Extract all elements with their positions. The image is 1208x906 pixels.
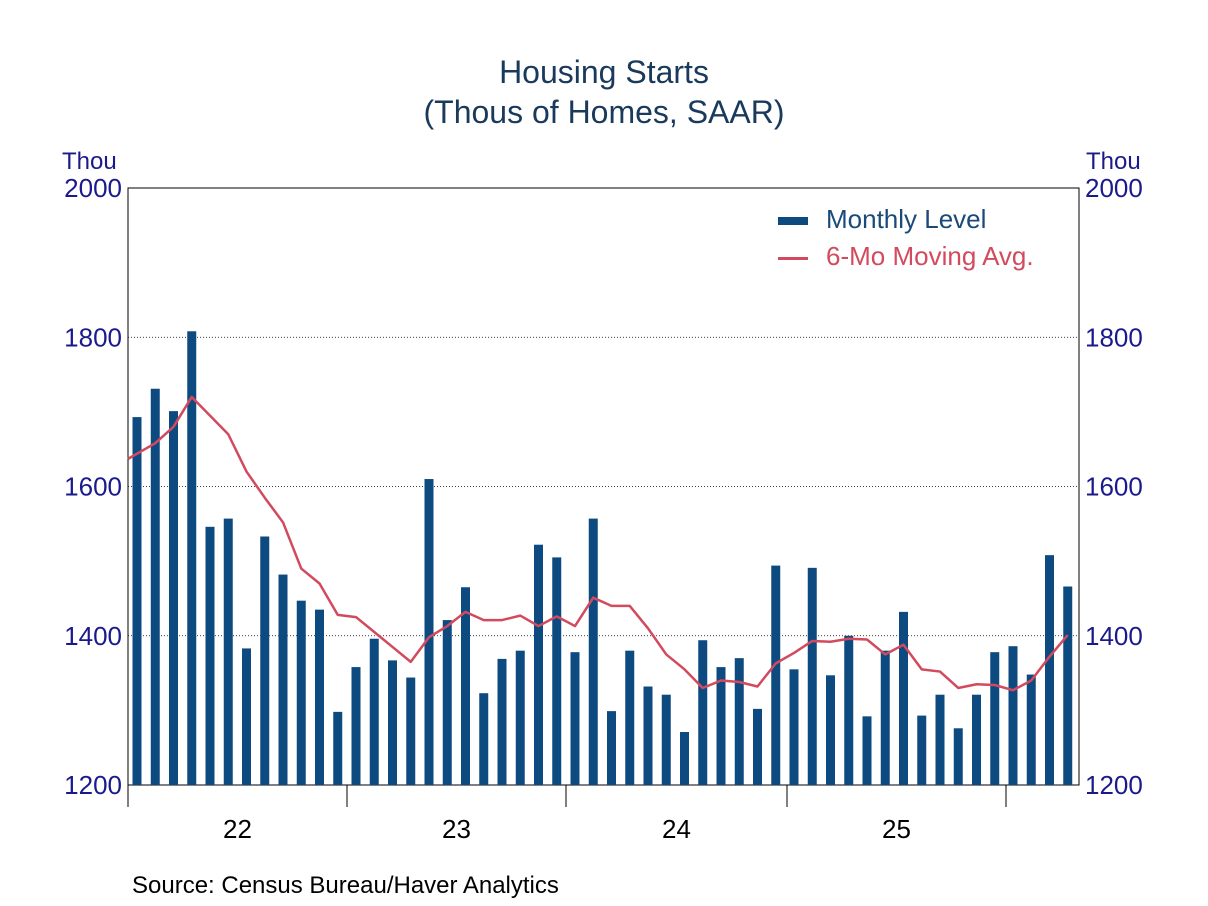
bar bbox=[771, 565, 781, 785]
bar bbox=[588, 518, 598, 785]
bar bbox=[826, 675, 835, 785]
bar bbox=[333, 711, 343, 785]
bar bbox=[369, 638, 379, 785]
y-tick-label-left: 1400 bbox=[64, 621, 122, 651]
bar bbox=[534, 544, 543, 785]
source-note: Source: Census Bureau/Haver Analytics bbox=[132, 872, 559, 899]
legend-bar-swatch bbox=[778, 217, 808, 226]
chart-title: Housing Starts bbox=[499, 54, 709, 90]
bar bbox=[1008, 646, 1018, 785]
bar bbox=[862, 716, 872, 785]
bar bbox=[442, 620, 452, 785]
bar bbox=[734, 658, 744, 785]
bar bbox=[753, 708, 762, 785]
bar bbox=[187, 331, 197, 785]
x-tick-label: 25 bbox=[882, 814, 911, 844]
bar bbox=[680, 732, 689, 785]
y-tick-label-right: 1200 bbox=[1085, 770, 1143, 800]
y-tick-label-right: 1600 bbox=[1085, 472, 1143, 502]
x-tick-label: 23 bbox=[442, 814, 471, 844]
bar bbox=[1045, 555, 1054, 785]
bar bbox=[953, 728, 963, 785]
bar bbox=[789, 669, 799, 785]
bar bbox=[570, 652, 580, 785]
bar bbox=[424, 479, 434, 785]
bar bbox=[661, 694, 671, 785]
bar bbox=[899, 611, 908, 785]
legend-line-swatch bbox=[778, 256, 808, 260]
y-tick-label-right: 1800 bbox=[1085, 322, 1143, 352]
bar bbox=[1063, 586, 1073, 785]
bar bbox=[205, 526, 215, 785]
bar bbox=[150, 388, 160, 785]
bar bbox=[716, 667, 726, 785]
legend-label-monthly-level: Monthly Level bbox=[826, 204, 987, 234]
y-tick-label-left: 2000 bbox=[64, 173, 122, 203]
bar bbox=[406, 677, 416, 785]
y-tick-label-right: 1400 bbox=[1085, 621, 1143, 651]
bar bbox=[990, 652, 1000, 785]
y-axis-unit-right: Thou bbox=[1086, 148, 1141, 175]
y-axis-unit-left: Thou bbox=[62, 148, 117, 175]
bar bbox=[880, 650, 890, 785]
moving-average-line bbox=[127, 395, 1069, 692]
bar bbox=[351, 667, 361, 785]
y-tick-label-left: 1200 bbox=[64, 770, 122, 800]
legend-item-monthly-level: Monthly Level bbox=[778, 204, 986, 235]
y-tick-label-left: 1600 bbox=[64, 472, 122, 502]
bar bbox=[607, 711, 616, 785]
bar bbox=[807, 567, 817, 785]
x-tick-label: 24 bbox=[662, 814, 691, 844]
bar bbox=[917, 715, 927, 785]
bar bbox=[497, 658, 507, 785]
y-tick-label-left: 1800 bbox=[64, 322, 122, 352]
bar bbox=[223, 518, 233, 785]
bar bbox=[844, 635, 854, 785]
chart-subtitle: (Thous of Homes, SAAR) bbox=[423, 94, 785, 130]
bar bbox=[278, 574, 288, 785]
y-tick-label-right: 2000 bbox=[1085, 173, 1143, 203]
bar bbox=[479, 693, 489, 785]
bar bbox=[260, 536, 270, 785]
bar bbox=[388, 660, 397, 785]
bar bbox=[315, 609, 324, 785]
bar bbox=[132, 417, 142, 785]
legend-item-moving-avg: 6-Mo Moving Avg. bbox=[778, 241, 1034, 272]
bar bbox=[515, 650, 525, 785]
bar bbox=[552, 557, 562, 785]
x-tick-label: 22 bbox=[223, 814, 252, 844]
bar bbox=[935, 694, 945, 785]
bar bbox=[169, 411, 178, 785]
bar bbox=[461, 587, 470, 785]
bar bbox=[242, 648, 251, 785]
bar bbox=[296, 600, 306, 785]
legend-label-moving-avg: 6-Mo Moving Avg. bbox=[826, 241, 1034, 271]
bar bbox=[698, 640, 708, 785]
bar bbox=[625, 650, 635, 785]
bar bbox=[643, 686, 653, 785]
bar bbox=[972, 694, 981, 785]
bar bbox=[1026, 674, 1036, 785]
